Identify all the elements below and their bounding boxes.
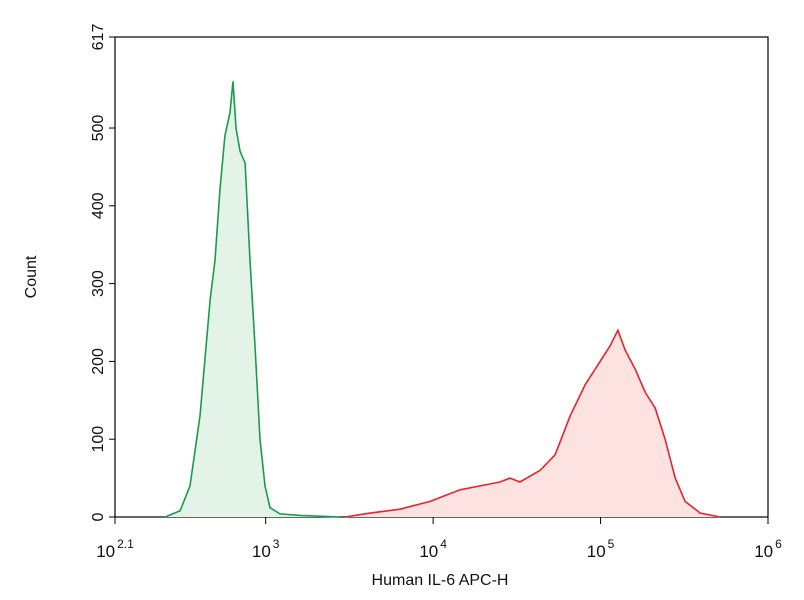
tick-exponent: 6: [775, 537, 782, 551]
x-tick-label: 10 3: [252, 537, 280, 561]
tick-base: 10: [96, 542, 115, 561]
y-tick-label: 100: [90, 426, 107, 453]
tick-base: 10: [754, 542, 773, 561]
tick-exponent: 5: [608, 537, 615, 551]
tick-exponent: 4: [440, 537, 447, 551]
tick-base: 10: [252, 542, 271, 561]
x-tick-label: 10 4: [419, 537, 447, 561]
y-tick-label: 200: [90, 348, 107, 375]
histogram-line: [344, 328, 721, 518]
x-tick-label: 10 6: [754, 537, 782, 561]
y-axis-label: Count: [23, 255, 40, 298]
tick-exponent: 3: [273, 537, 280, 551]
area-fill: [345, 330, 721, 517]
x-axis-label: Human IL-6 APC-H: [372, 572, 509, 589]
x-tick-label: 10 2.1: [96, 537, 134, 561]
tick-base: 10: [419, 542, 438, 561]
y-tick-label: 400: [90, 192, 107, 219]
x-tick-label: 10 5: [587, 537, 615, 561]
area-fill: [165, 81, 341, 518]
y-tick-label: 0: [90, 512, 107, 521]
y-tick-label: 617: [90, 24, 107, 51]
tick-base: 10: [587, 542, 606, 561]
histogram-line: [164, 81, 341, 518]
y-tick-label: 500: [90, 115, 107, 142]
y-tick-label: 300: [90, 270, 107, 297]
tick-exponent: 2.1: [117, 537, 134, 551]
